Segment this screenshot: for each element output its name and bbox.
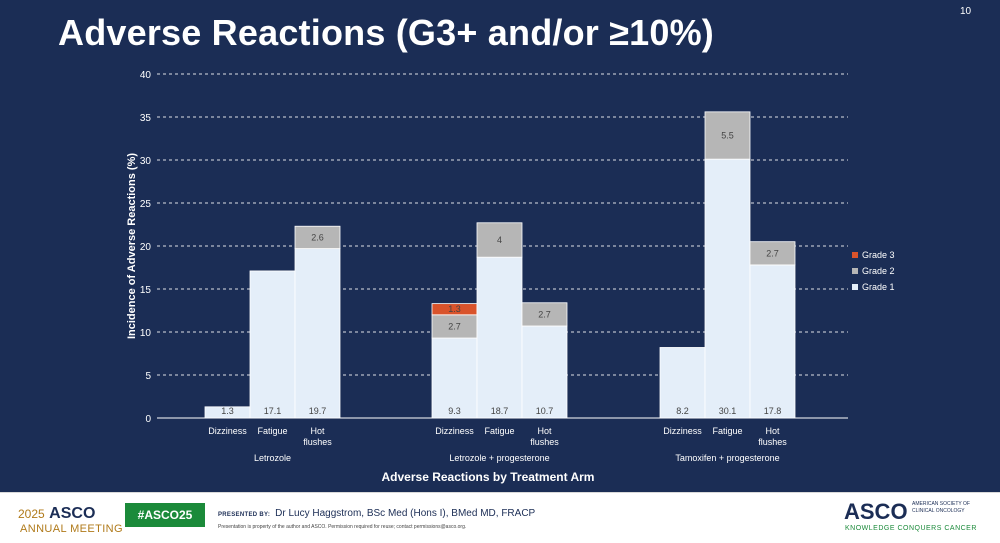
bar-grade1 xyxy=(249,270,296,419)
disclaimer: Presentation is property of the author a… xyxy=(218,524,467,530)
x-axis-label: Adverse Reactions by Treatment Arm xyxy=(382,470,595,484)
presenter-name: Dr Lucy Haggstrom, BSc Med (Hons I), BMe… xyxy=(275,508,536,519)
x-tick-label: Fatigue xyxy=(712,426,742,436)
bar-grade2 xyxy=(521,302,568,327)
data-label: 17.8 xyxy=(764,406,782,416)
y-tick-label: 0 xyxy=(145,414,151,425)
meeting-logo: 2025 ASCO xyxy=(18,505,95,523)
data-label: 2.6 xyxy=(311,232,324,242)
x-tick-label: Dizziness xyxy=(435,426,474,436)
data-label: 8.2 xyxy=(676,406,689,416)
x-tick-label: Hot flushes xyxy=(758,426,787,447)
y-tick-label: 25 xyxy=(140,199,152,210)
bar-grade1 xyxy=(476,256,523,419)
footer: 2025 ASCO ANNUAL MEETING #ASCO25 PRESENT… xyxy=(0,492,1000,543)
x-tick-label: Hot flushes xyxy=(530,426,559,447)
bar-grade1 xyxy=(704,158,751,419)
data-label: 30.1 xyxy=(719,406,737,416)
legend-label: Grade 3 xyxy=(862,250,895,260)
data-label: 2.7 xyxy=(448,321,461,331)
y-tick-label: 10 xyxy=(140,328,152,339)
data-label: 10.7 xyxy=(536,406,554,416)
bar-grade2 xyxy=(704,111,751,160)
bar-grade2 xyxy=(294,225,341,249)
data-label: 5.5 xyxy=(721,130,734,140)
data-label: 4 xyxy=(497,235,502,245)
page-number: 10 xyxy=(960,6,972,17)
data-label: 2.7 xyxy=(766,248,779,258)
y-tick-label: 30 xyxy=(140,156,152,167)
data-label: 2.7 xyxy=(538,309,551,319)
bar-grade2 xyxy=(476,222,523,258)
slide: Adverse Reactions (G3+ and/or ≥10%) 10 0… xyxy=(58,6,972,484)
data-label: 19.7 xyxy=(309,406,327,416)
meeting-name: ANNUAL MEETING xyxy=(20,523,123,535)
x-tick-label: Hot flushes xyxy=(303,426,332,447)
y-tick-label: 15 xyxy=(140,285,152,296)
x-tick-label: Fatigue xyxy=(257,426,287,436)
page-title: Adverse Reactions (G3+ and/or ≥10%) xyxy=(58,12,714,53)
hashtag-badge: #ASCO25 xyxy=(125,503,205,527)
data-label: 18.7 xyxy=(491,406,509,416)
legend-swatch xyxy=(852,252,858,258)
y-tick-label: 35 xyxy=(140,113,152,124)
bar-grade1 xyxy=(659,347,706,419)
bar-grade1 xyxy=(294,248,341,419)
asco-tagline: KNOWLEDGE CONQUERS CANCER xyxy=(845,525,977,532)
y-tick-label: 5 xyxy=(145,371,151,382)
legend-swatch xyxy=(852,268,858,274)
x-tick-label: Fatigue xyxy=(484,426,514,436)
y-tick-label: 40 xyxy=(140,70,152,81)
x-tick-label: Dizziness xyxy=(208,426,247,436)
x-tick-label: Dizziness xyxy=(663,426,702,436)
data-label: 17.1 xyxy=(264,406,282,416)
asco-logo: ASCO xyxy=(844,499,908,524)
bar-grade1 xyxy=(431,337,478,419)
legend-label: Grade 2 xyxy=(862,266,895,276)
bar-grade1 xyxy=(521,325,568,419)
data-label: 9.3 xyxy=(448,406,461,416)
asco-logo-sub: AMERICAN SOCIETY OF CLINICAL ONCOLOGY xyxy=(912,501,970,514)
presented-label: PRESENTED BY: xyxy=(218,512,271,518)
bar-chart: 0 5 10 15 20 25 30 35 40 Incidence of Adverse Rea… xyxy=(126,70,895,484)
data-label: 1.3 xyxy=(448,304,461,314)
presenter-line: PRESENTED BY: Dr Lucy Haggstrom, BSc Med … xyxy=(218,508,535,519)
group-label: Letrozole xyxy=(254,453,291,463)
legend-swatch xyxy=(852,284,858,290)
bar-grade2 xyxy=(749,241,796,266)
legend-label: Grade 1 xyxy=(862,282,895,292)
group-label: Letrozole + progesterone xyxy=(449,453,549,463)
group-label: Tamoxifen + progesterone xyxy=(675,453,779,463)
data-label: 1.3 xyxy=(221,406,234,416)
y-axis-label: Incidence of Adverse Reactions (%) xyxy=(126,153,138,339)
meeting-asco: ASCO xyxy=(49,505,96,522)
y-tick-label: 20 xyxy=(140,242,152,253)
bar-grade1 xyxy=(749,264,796,419)
meeting-year: 2025 xyxy=(18,507,45,521)
